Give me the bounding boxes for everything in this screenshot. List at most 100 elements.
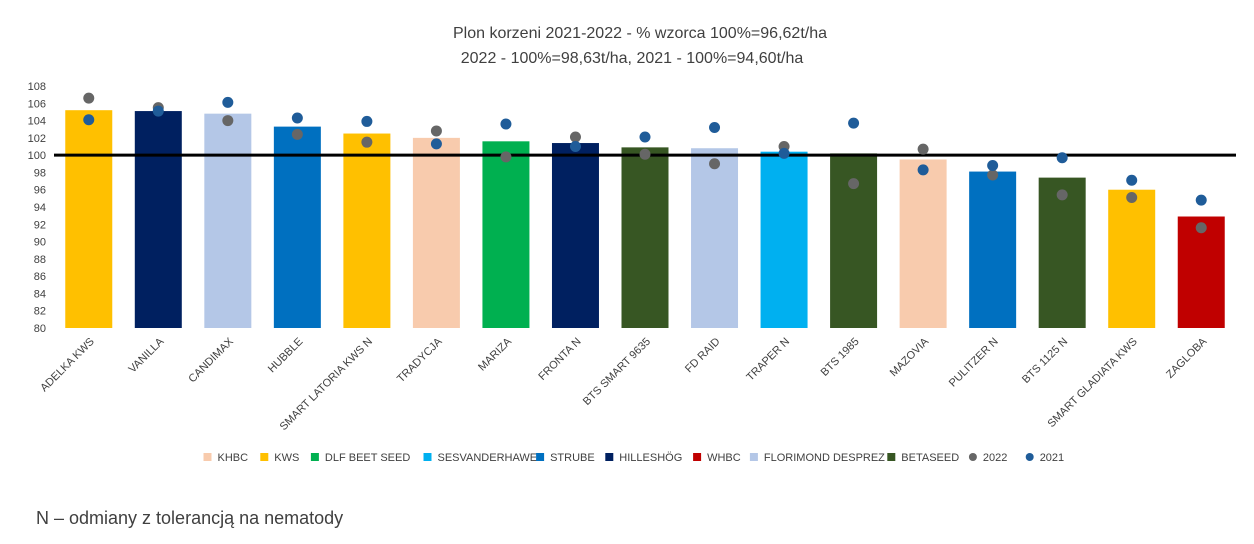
bar bbox=[551, 143, 599, 328]
x-tick-label: MARIZA bbox=[476, 335, 514, 373]
point-2021 bbox=[1056, 152, 1068, 164]
legend-swatch bbox=[749, 453, 758, 461]
y-tick-label: 90 bbox=[34, 237, 46, 249]
chart-subtitle: 2022 - 100%=98,63t/ha, 2021 - 100%=94,60… bbox=[461, 50, 804, 67]
bar bbox=[273, 126, 321, 328]
x-tick-label: PULITZER N bbox=[947, 336, 1001, 390]
y-axis: 80 82 84 86 88 90 92 94 96 98 100 102 104 106 108 bbox=[28, 81, 46, 335]
point-2021 bbox=[1126, 174, 1138, 186]
y-tick-label: 102 bbox=[28, 133, 46, 145]
legend-label: KHBC bbox=[218, 452, 249, 464]
legend: KHBC KWS DLF BEET SEED SESVANDERHAWE STRUBE H… bbox=[203, 452, 1064, 464]
bar bbox=[621, 147, 669, 328]
bar bbox=[1177, 216, 1225, 328]
point-2021 bbox=[1195, 194, 1207, 206]
point-2022 bbox=[222, 115, 234, 127]
legend-label: SESVANDERHAWE bbox=[438, 452, 538, 464]
point-2022 bbox=[917, 143, 929, 155]
point-2022 bbox=[430, 125, 442, 137]
point-2022 bbox=[500, 151, 512, 163]
x-tick-label: CANDIMAX bbox=[186, 335, 236, 385]
legend-label: 2022 bbox=[983, 452, 1007, 464]
legend-swatch bbox=[605, 453, 614, 461]
point-2021 bbox=[639, 131, 651, 143]
x-tick-label: BTS 1985 bbox=[819, 336, 862, 379]
bar bbox=[204, 113, 252, 329]
legend-swatch bbox=[693, 453, 702, 461]
y-tick-label: 98 bbox=[34, 167, 46, 179]
y-tick-label: 94 bbox=[34, 202, 46, 214]
bars bbox=[65, 110, 1225, 329]
x-tick-label: TRAPER N bbox=[744, 336, 792, 384]
point-2022 bbox=[1195, 222, 1207, 234]
legend-swatch bbox=[203, 453, 212, 461]
y-tick-label: 82 bbox=[34, 306, 46, 318]
point-2021 bbox=[848, 117, 860, 129]
legend-swatch bbox=[887, 453, 896, 461]
point-2021 bbox=[83, 114, 95, 126]
legend-label: STRUBE bbox=[550, 452, 595, 464]
x-tick-label: HUBBLE bbox=[266, 336, 306, 376]
x-tick-label: VANILLA bbox=[127, 335, 167, 375]
point-2022 bbox=[1056, 189, 1068, 201]
bar bbox=[969, 171, 1017, 328]
legend-swatch bbox=[536, 453, 545, 461]
bar bbox=[134, 111, 182, 328]
y-tick-label: 106 bbox=[28, 98, 46, 110]
y-tick-label: 100 bbox=[28, 150, 46, 162]
point-2022 bbox=[987, 169, 999, 181]
x-tick-label: ADELKA KWS bbox=[38, 336, 97, 395]
chart-title: Plon korzeni 2021-2022 - % wzorca 100%=9… bbox=[453, 25, 827, 42]
point-2022 bbox=[639, 148, 651, 160]
legend-swatch bbox=[260, 453, 269, 461]
y-tick-label: 80 bbox=[34, 323, 46, 335]
point-2021 bbox=[917, 164, 929, 176]
legend-swatch bbox=[423, 453, 432, 461]
y-tick-label: 86 bbox=[34, 271, 46, 283]
point-2021 bbox=[500, 118, 512, 130]
x-tick-label: TRADYCJA bbox=[395, 335, 445, 385]
x-tick-label: FRONTA N bbox=[536, 336, 583, 383]
y-tick-label: 96 bbox=[34, 185, 46, 197]
point-2021 bbox=[987, 160, 999, 172]
legend-label: BETASEED bbox=[901, 452, 959, 464]
point-2021 bbox=[569, 141, 581, 152]
y-tick-label: 108 bbox=[28, 81, 46, 93]
bar bbox=[343, 133, 391, 328]
point-2022 bbox=[1126, 191, 1138, 203]
bar bbox=[691, 148, 739, 328]
legend-label: DLF BEET SEED bbox=[325, 452, 410, 464]
x-tick-label: MAZOVIA bbox=[888, 335, 932, 379]
bar bbox=[760, 151, 808, 328]
point-2021 bbox=[222, 96, 234, 108]
y-tick-label: 84 bbox=[34, 288, 46, 300]
legend-label: HILLESHÖG bbox=[619, 452, 682, 464]
point-2022 bbox=[361, 136, 373, 148]
bar bbox=[65, 110, 113, 328]
legend-label: FLORIMOND DESPREZ bbox=[764, 452, 885, 464]
x-tick-label: FD RAID bbox=[683, 336, 723, 376]
point-2022 bbox=[709, 158, 721, 170]
point-2021 bbox=[291, 112, 303, 124]
x-tick-label: BTS 1125 N bbox=[1020, 336, 1070, 386]
legend-swatch bbox=[1025, 453, 1034, 461]
legend-swatch bbox=[310, 453, 319, 461]
point-2021 bbox=[152, 105, 164, 117]
y-tick-label: 88 bbox=[34, 254, 46, 266]
bar bbox=[482, 141, 530, 328]
point-2022 bbox=[848, 178, 860, 190]
x-tick-label: ZAGLOBA bbox=[1164, 335, 1210, 381]
point-2022 bbox=[569, 131, 581, 143]
point-2022 bbox=[83, 92, 95, 104]
x-tick-label: BTS SMART 9635 bbox=[581, 336, 653, 408]
legend-label: WHBC bbox=[707, 452, 741, 464]
y-tick-label: 92 bbox=[34, 219, 46, 231]
legend-label: KWS bbox=[274, 452, 299, 464]
point-2021 bbox=[430, 138, 442, 150]
legend-label: 2021 bbox=[1040, 452, 1064, 464]
point-2021 bbox=[361, 115, 373, 127]
chart: Plon korzeni 2021-2022 - % wzorca 100%=9… bbox=[28, 25, 1236, 464]
point-2021 bbox=[709, 121, 721, 133]
point-2022 bbox=[291, 128, 303, 140]
